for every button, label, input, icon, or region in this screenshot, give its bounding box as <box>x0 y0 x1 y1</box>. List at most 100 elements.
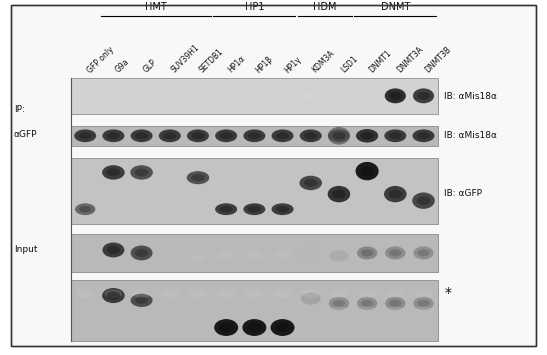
Ellipse shape <box>361 300 373 307</box>
Bar <box>71 280 438 341</box>
Text: HP1β: HP1β <box>254 54 275 75</box>
Ellipse shape <box>389 92 401 100</box>
Ellipse shape <box>135 132 148 139</box>
Ellipse shape <box>417 196 430 205</box>
Ellipse shape <box>74 130 96 142</box>
Ellipse shape <box>329 297 349 310</box>
Bar <box>71 78 438 114</box>
Text: HP1γ: HP1γ <box>283 54 303 75</box>
Ellipse shape <box>357 246 377 260</box>
Ellipse shape <box>107 291 120 300</box>
Ellipse shape <box>417 249 429 257</box>
Ellipse shape <box>274 306 292 315</box>
Ellipse shape <box>385 246 405 260</box>
Ellipse shape <box>385 130 406 142</box>
Ellipse shape <box>79 206 91 212</box>
Ellipse shape <box>107 169 120 176</box>
Text: IB: αMis18α: IB: αMis18α <box>444 131 497 141</box>
Ellipse shape <box>388 190 402 198</box>
Ellipse shape <box>135 249 148 257</box>
Text: DNMT3B: DNMT3B <box>423 45 453 75</box>
Ellipse shape <box>360 166 374 176</box>
Ellipse shape <box>412 130 434 142</box>
Ellipse shape <box>246 251 263 259</box>
Text: Input: Input <box>14 245 37 254</box>
Ellipse shape <box>163 132 176 139</box>
Ellipse shape <box>218 251 235 259</box>
Ellipse shape <box>104 289 122 298</box>
Ellipse shape <box>387 306 404 315</box>
Ellipse shape <box>360 132 374 139</box>
Ellipse shape <box>242 319 266 336</box>
Ellipse shape <box>189 289 207 298</box>
Ellipse shape <box>79 132 92 139</box>
Ellipse shape <box>131 130 153 142</box>
Ellipse shape <box>302 289 319 298</box>
Text: *: * <box>444 286 451 300</box>
Ellipse shape <box>413 88 434 103</box>
Text: SUV39H1: SUV39H1 <box>170 43 201 75</box>
Ellipse shape <box>219 206 233 212</box>
Text: GFP only: GFP only <box>85 44 115 75</box>
Ellipse shape <box>385 297 405 310</box>
Ellipse shape <box>189 255 206 262</box>
Ellipse shape <box>77 289 94 298</box>
Text: LSD1: LSD1 <box>339 54 359 75</box>
Ellipse shape <box>276 132 289 139</box>
Text: IB: αMis18α: IB: αMis18α <box>444 92 497 101</box>
Ellipse shape <box>159 130 181 142</box>
Ellipse shape <box>357 297 377 310</box>
Ellipse shape <box>131 294 153 307</box>
Ellipse shape <box>135 297 148 304</box>
Ellipse shape <box>217 289 235 298</box>
Ellipse shape <box>217 306 235 315</box>
Ellipse shape <box>417 92 430 100</box>
Ellipse shape <box>358 289 376 298</box>
Ellipse shape <box>102 130 124 142</box>
Ellipse shape <box>389 300 401 307</box>
Text: DNMT3A: DNMT3A <box>395 45 425 75</box>
Text: SETDB1: SETDB1 <box>198 47 225 75</box>
Ellipse shape <box>135 169 148 176</box>
Ellipse shape <box>330 306 348 315</box>
Ellipse shape <box>300 130 322 142</box>
Ellipse shape <box>271 319 294 336</box>
Ellipse shape <box>328 130 350 142</box>
Ellipse shape <box>358 306 376 315</box>
Ellipse shape <box>246 289 263 298</box>
Ellipse shape <box>328 127 350 145</box>
Ellipse shape <box>417 132 430 139</box>
Bar <box>71 234 438 272</box>
Ellipse shape <box>360 132 374 140</box>
Bar <box>71 126 438 146</box>
Ellipse shape <box>75 203 95 215</box>
Ellipse shape <box>243 130 265 142</box>
Ellipse shape <box>214 319 238 336</box>
Ellipse shape <box>219 132 233 139</box>
Ellipse shape <box>299 176 322 190</box>
Ellipse shape <box>107 132 120 139</box>
Ellipse shape <box>385 88 406 103</box>
Text: HP1: HP1 <box>245 2 264 12</box>
Text: HP1α: HP1α <box>226 54 247 75</box>
Ellipse shape <box>215 203 237 215</box>
Ellipse shape <box>107 246 120 254</box>
Ellipse shape <box>102 288 125 303</box>
Ellipse shape <box>330 289 348 298</box>
Ellipse shape <box>276 206 289 212</box>
Ellipse shape <box>187 130 209 142</box>
Ellipse shape <box>302 306 319 315</box>
Ellipse shape <box>304 132 317 139</box>
Ellipse shape <box>414 297 434 310</box>
Ellipse shape <box>301 92 320 100</box>
Ellipse shape <box>191 132 205 139</box>
Ellipse shape <box>389 249 401 257</box>
Ellipse shape <box>133 289 150 298</box>
Ellipse shape <box>384 186 406 202</box>
Ellipse shape <box>161 252 179 261</box>
Text: αGFP: αGFP <box>14 130 37 138</box>
Ellipse shape <box>415 289 432 298</box>
Text: G9a: G9a <box>113 57 131 75</box>
Ellipse shape <box>389 132 402 139</box>
Ellipse shape <box>356 130 378 142</box>
